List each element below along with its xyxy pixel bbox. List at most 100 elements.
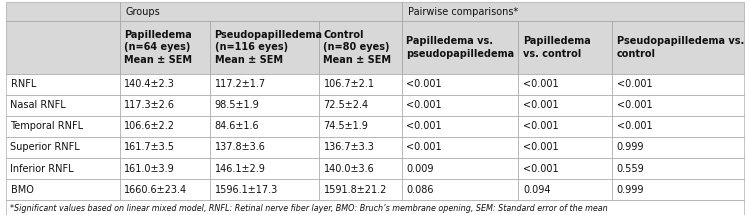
Bar — [319, 116, 402, 137]
Text: <0.001: <0.001 — [523, 100, 559, 110]
Text: Groups: Groups — [125, 7, 160, 17]
Text: 140.0±3.6: 140.0±3.6 — [323, 164, 374, 174]
Bar — [6, 116, 119, 137]
Text: 146.1±2.9: 146.1±2.9 — [214, 164, 266, 174]
Text: 1591.8±21.2: 1591.8±21.2 — [323, 185, 387, 195]
Bar — [119, 21, 210, 74]
Bar — [210, 158, 319, 179]
Text: <0.001: <0.001 — [616, 121, 652, 131]
Bar — [612, 158, 744, 179]
Bar — [210, 95, 319, 116]
Bar — [319, 21, 402, 74]
Text: 0.999: 0.999 — [616, 143, 644, 152]
Bar — [612, 21, 744, 74]
Bar — [518, 158, 612, 179]
Text: RNFL: RNFL — [10, 79, 36, 89]
Text: 1596.1±17.3: 1596.1±17.3 — [214, 185, 278, 195]
Bar — [518, 137, 612, 158]
Text: <0.001: <0.001 — [616, 79, 652, 89]
Text: <0.001: <0.001 — [406, 100, 442, 110]
Bar — [612, 74, 744, 95]
Text: <0.001: <0.001 — [523, 164, 559, 174]
Text: 0.999: 0.999 — [616, 185, 644, 195]
Bar — [119, 179, 210, 200]
Text: Pseudopapilledema vs.
control: Pseudopapilledema vs. control — [616, 36, 744, 59]
Bar — [402, 21, 518, 74]
Text: 72.5±2.4: 72.5±2.4 — [323, 100, 368, 110]
Text: BMO: BMO — [10, 185, 33, 195]
Bar — [119, 2, 402, 21]
Bar — [210, 21, 319, 74]
Bar — [6, 95, 119, 116]
Bar — [6, 158, 119, 179]
Bar — [612, 137, 744, 158]
Text: <0.001: <0.001 — [523, 121, 559, 131]
Bar — [518, 74, 612, 95]
Text: Temporal RNFL: Temporal RNFL — [10, 121, 84, 131]
Bar — [210, 116, 319, 137]
Text: 140.4±2.3: 140.4±2.3 — [124, 79, 175, 89]
Text: <0.001: <0.001 — [523, 143, 559, 152]
Bar — [612, 95, 744, 116]
Bar — [518, 95, 612, 116]
Text: <0.001: <0.001 — [616, 100, 652, 110]
Text: Nasal RNFL: Nasal RNFL — [10, 100, 66, 110]
Text: 161.7±3.5: 161.7±3.5 — [124, 143, 175, 152]
Bar — [402, 137, 518, 158]
Text: <0.001: <0.001 — [406, 79, 442, 89]
Bar — [402, 116, 518, 137]
Bar — [319, 179, 402, 200]
Text: 117.2±1.7: 117.2±1.7 — [214, 79, 266, 89]
Bar — [612, 116, 744, 137]
Text: 74.5±1.9: 74.5±1.9 — [323, 121, 368, 131]
Bar — [402, 179, 518, 200]
Bar — [319, 74, 402, 95]
Bar — [518, 116, 612, 137]
Text: 0.094: 0.094 — [523, 185, 550, 195]
Text: 84.6±1.6: 84.6±1.6 — [214, 121, 260, 131]
Bar — [402, 158, 518, 179]
Text: 0.009: 0.009 — [406, 164, 433, 174]
Bar — [210, 179, 319, 200]
Bar — [518, 21, 612, 74]
Text: 0.559: 0.559 — [616, 164, 644, 174]
Text: <0.001: <0.001 — [523, 79, 559, 89]
Bar — [402, 2, 744, 21]
Text: <0.001: <0.001 — [406, 121, 442, 131]
Text: Papilledema
(n=64 eyes)
Mean ± SEM: Papilledema (n=64 eyes) Mean ± SEM — [124, 30, 192, 65]
Text: <0.001: <0.001 — [406, 143, 442, 152]
Text: 161.0±3.9: 161.0±3.9 — [124, 164, 175, 174]
Text: Papilledema
vs. control: Papilledema vs. control — [523, 36, 591, 59]
Bar — [119, 158, 210, 179]
Bar — [6, 74, 119, 95]
Bar — [6, 200, 744, 215]
Bar — [402, 74, 518, 95]
Text: *Significant values based on linear mixed model, RNFL: Retinal nerve fiber layer: *Significant values based on linear mixe… — [10, 204, 608, 213]
Text: Pseudopapilledema
(n=116 eyes)
Mean ± SEM: Pseudopapilledema (n=116 eyes) Mean ± SE… — [214, 30, 322, 65]
Bar — [319, 95, 402, 116]
Text: 0.086: 0.086 — [406, 185, 433, 195]
Text: 98.5±1.9: 98.5±1.9 — [214, 100, 260, 110]
Bar — [402, 95, 518, 116]
Bar — [612, 179, 744, 200]
Text: 106.6±2.2: 106.6±2.2 — [124, 121, 175, 131]
Bar — [6, 2, 119, 21]
Text: 137.8±3.6: 137.8±3.6 — [214, 143, 266, 152]
Bar — [6, 137, 119, 158]
Bar — [119, 137, 210, 158]
Text: 117.3±2.6: 117.3±2.6 — [124, 100, 175, 110]
Text: Control
(n=80 eyes)
Mean ± SEM: Control (n=80 eyes) Mean ± SEM — [323, 30, 392, 65]
Bar — [210, 137, 319, 158]
Bar — [6, 21, 119, 74]
Bar — [319, 137, 402, 158]
Bar — [518, 179, 612, 200]
Bar — [119, 74, 210, 95]
Text: Inferior RNFL: Inferior RNFL — [10, 164, 74, 174]
Bar — [319, 158, 402, 179]
Text: Superior RNFL: Superior RNFL — [10, 143, 80, 152]
Text: Pairwise comparisons*: Pairwise comparisons* — [408, 7, 518, 17]
Bar — [210, 74, 319, 95]
Text: 136.7±3.3: 136.7±3.3 — [323, 143, 374, 152]
Bar — [6, 179, 119, 200]
Bar — [119, 95, 210, 116]
